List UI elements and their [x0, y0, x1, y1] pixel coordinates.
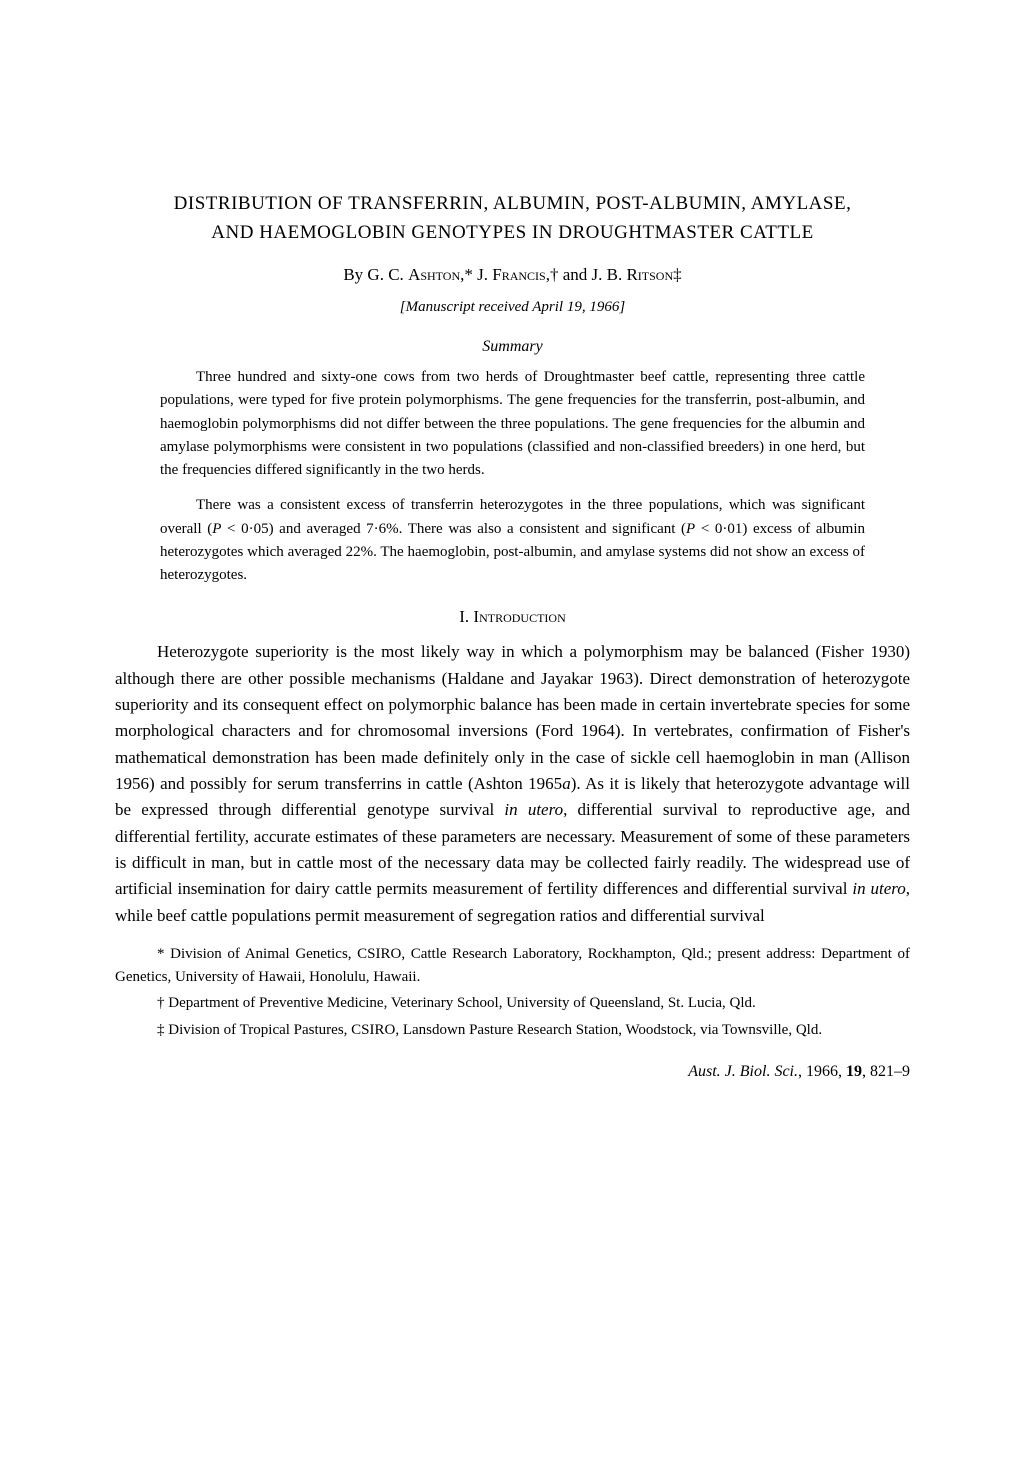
- footnote-1: * Division of Animal Genetics, CSIRO, Ca…: [115, 943, 910, 988]
- summary-heading: Summary: [115, 338, 910, 356]
- citation-volume: 19: [846, 1063, 862, 1080]
- author-1: Ashton: [408, 265, 460, 284]
- in-utero-1: in utero: [504, 800, 563, 819]
- paper-title: DISTRIBUTION OF TRANSFERRIN, ALBUMIN, PO…: [115, 190, 910, 247]
- author-3: Ritson: [626, 265, 673, 284]
- journal-citation: Aust. J. Biol. Sci., 1966, 19, 821–9: [115, 1063, 910, 1081]
- manuscript-received: [Manuscript received April 19, 1966]: [115, 299, 910, 316]
- title-line-2: AND HAEMOGLOBIN GENOTYPES IN DROUGHTMAST…: [211, 222, 813, 243]
- author-2: Francis: [492, 265, 545, 284]
- sep-1: J.: [473, 265, 492, 284]
- title-line-1: DISTRIBUTION OF TRANSFERRIN, ALBUMIN, PO…: [174, 193, 852, 214]
- body-p1-a: Heterozygote superiority is the most lik…: [115, 642, 910, 793]
- body-p1-a2: a: [562, 774, 571, 793]
- summary-paragraph-2: There was a consistent excess of transfe…: [160, 494, 865, 587]
- citation-pages: , 821–9: [862, 1063, 910, 1080]
- p-value-2: P: [686, 521, 695, 537]
- sep-2: and J. B.: [558, 265, 626, 284]
- footnotes-block: * Division of Animal Genetics, CSIRO, Ca…: [115, 943, 910, 1041]
- footnote-3: ‡ Division of Tropical Pastures, CSIRO, …: [115, 1019, 910, 1042]
- section-title: Introduction: [473, 607, 565, 626]
- citation-rest: , 1966,: [798, 1063, 846, 1080]
- in-utero-2: in utero: [852, 879, 905, 898]
- citation-journal: Aust. J. Biol. Sci.: [688, 1063, 798, 1080]
- by-text: By G. C.: [343, 265, 408, 284]
- footnote-2: † Department of Preventive Medicine, Vet…: [115, 992, 910, 1015]
- summary-p2-b: < 0·05) and averaged 7·6%. There was als…: [221, 521, 686, 537]
- author-1-mark: *: [464, 265, 473, 284]
- body-paragraph-1: Heterozygote superiority is the most lik…: [115, 639, 910, 929]
- author-3-mark: ‡: [673, 265, 682, 284]
- summary-paragraph-1: Three hundred and sixty-one cows from tw…: [160, 366, 865, 482]
- section-number: I.: [459, 607, 473, 626]
- authors-line: By G. C. Ashton,* J. Francis,† and J. B.…: [115, 265, 910, 285]
- section-heading: I. Introduction: [115, 607, 910, 627]
